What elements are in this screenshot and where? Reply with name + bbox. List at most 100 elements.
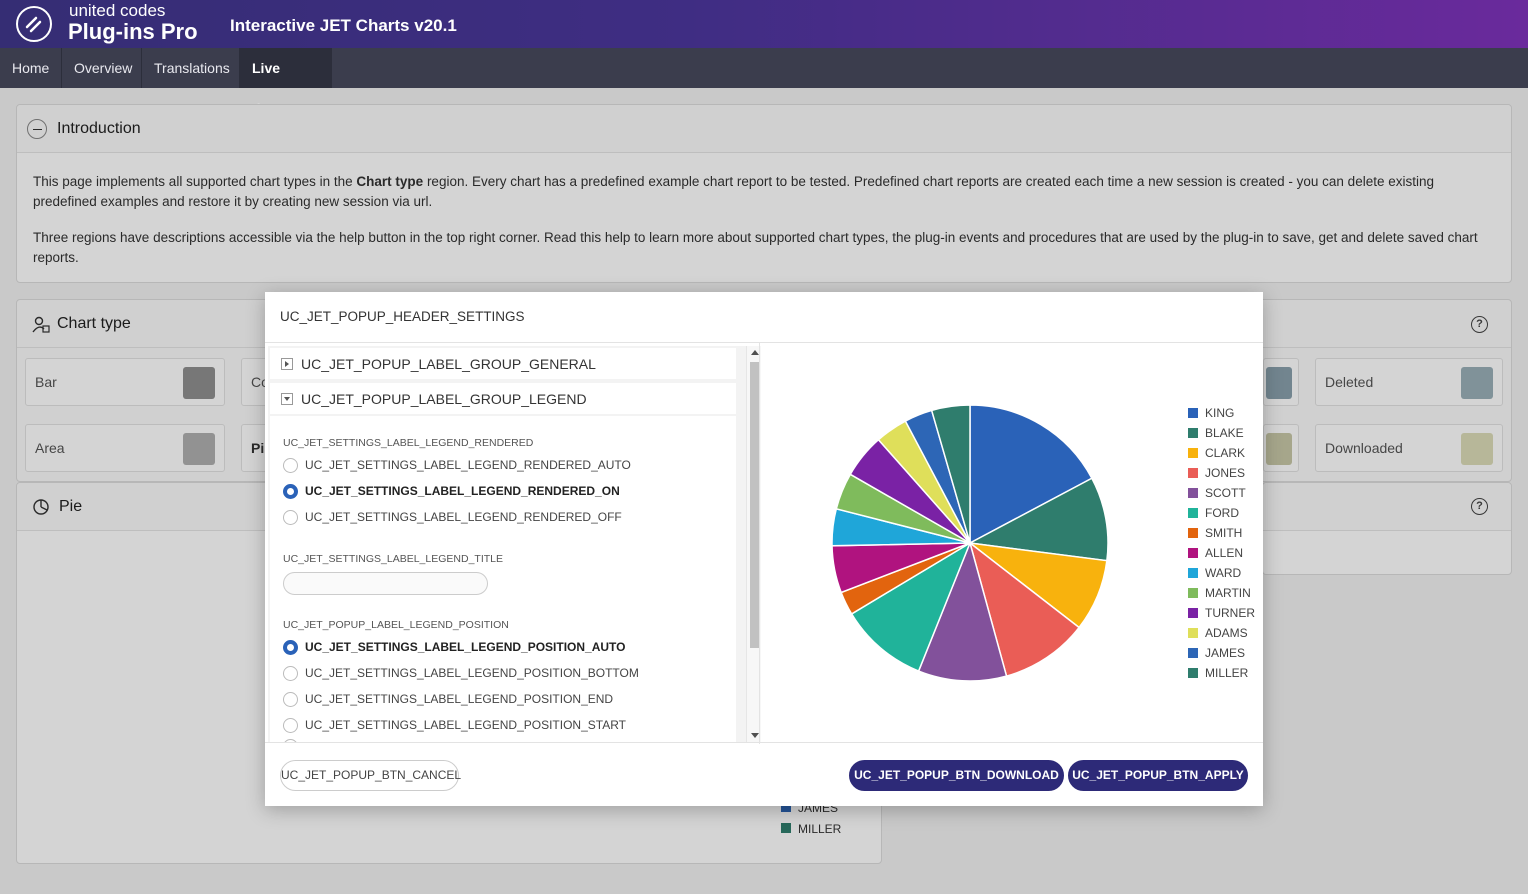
card-swap[interactable] [1263,358,1299,406]
save-icon [1266,433,1292,465]
app-title[interactable]: Interactive JET Charts v20.1 [230,16,457,35]
download-icon [1461,433,1493,465]
legend-swatch [1188,428,1198,438]
collapse-group-icon [281,393,293,405]
card-column-label: Co [251,374,269,390]
download-button[interactable]: UC_JET_POPUP_BTN_DOWNLOAD [849,760,1064,791]
radio-circle-selected[interactable] [283,640,298,655]
swap-icon [1266,367,1292,399]
radio-circle[interactable] [283,692,298,707]
chart-type-title: Chart type [57,315,131,332]
radio-circle[interactable] [283,510,298,525]
brand-big-text: Plug-ins Pro [68,19,198,44]
pie-slice-miller[interactable] [930,404,971,544]
group-legend-label: UC_JET_POPUP_LABEL_GROUP_LEGEND [301,391,587,407]
legend-position-label: UC_JET_POPUP_LABEL_LEGEND_POSITION [283,619,509,631]
intro-p1-text: This page implements all supported chart… [33,174,357,189]
pie-help-icon[interactable]: ? [1471,498,1488,515]
legend-label: KING [1205,406,1235,420]
radio-position-auto-label: UC_JET_SETTINGS_LABEL_LEGEND_POSITION_AU… [305,640,626,654]
settings-scrollbar[interactable] [746,346,761,742]
pie-slice-ford[interactable] [850,541,972,673]
trash-icon [1461,367,1493,399]
pie-slice-king[interactable] [969,404,1093,545]
nav-translations[interactable]: Translations [142,48,240,88]
bg-legend-swatch-miller [781,823,791,833]
radio-circle[interactable] [283,739,298,742]
intro-paragraph-1: This page implements all supported chart… [33,172,1493,212]
legend-label: SCOTT [1205,486,1246,500]
legend-label: TURNER [1205,606,1255,620]
user-chart-icon [32,316,50,333]
app-header: united codes Plug-ins Pro Interactive JE… [0,0,1528,48]
scroll-up-icon[interactable] [751,350,759,355]
legend-swatch [1188,628,1198,638]
legend-title-input[interactable] [283,572,488,595]
card-bar[interactable]: Bar [25,358,225,406]
collapse-icon[interactable] [27,119,47,139]
cancel-button[interactable]: UC_JET_POPUP_BTN_CANCEL [280,760,461,791]
settings-pane: UC_JET_POPUP_LABEL_GROUP_GENERAL UC_JET_… [268,346,761,742]
united-codes-logo-icon[interactable] [16,6,52,42]
legend-swatch [1188,468,1198,478]
radio-circle-selected[interactable] [283,484,298,499]
card-area[interactable]: Area [25,424,225,472]
legend-swatch [1188,568,1198,578]
card-area-label: Area [35,440,65,456]
bg-legend-swatch-james [781,802,791,812]
group-general-label: UC_JET_POPUP_LABEL_GROUP_GENERAL [301,356,596,372]
radio-circle[interactable] [283,458,298,473]
legend-swatch [1188,488,1198,498]
legend-swatch [1188,408,1198,418]
scroll-down-icon[interactable] [751,733,759,738]
dialog-body: UC_JET_POPUP_LABEL_GROUP_GENERAL UC_JET_… [265,342,1263,744]
card-downloaded[interactable]: Downloaded [1315,424,1503,472]
legend-label: BLAKE [1205,426,1244,440]
intro-paragraph-2: Three regions have descriptions accessib… [33,230,1478,265]
legend-label: CLARK [1205,446,1246,460]
radio-rendered-off-label: UC_JET_SETTINGS_LABEL_LEGEND_RENDERED_OF… [305,510,622,524]
legend-label: MILLER [1205,666,1249,680]
pie-chart[interactable] [760,343,1180,744]
legend-title-label: UC_JET_SETTINGS_LABEL_LEGEND_TITLE [283,553,503,565]
nav-overview[interactable]: Overview [62,48,142,88]
nav-home[interactable]: Home [0,48,62,88]
card-deleted[interactable]: Deleted [1315,358,1503,406]
intro-p1-text-end: region. Every chart has a predefined exa… [33,174,1434,209]
group-legend-content: UC_JET_SETTINGS_LABEL_LEGEND_RENDERED UC… [270,416,736,742]
introduction-header: Introduction [17,105,1511,153]
legend-swatch [1188,588,1198,598]
bg-legend-miller: MILLER [798,822,842,836]
chart-preview-pane: KING BLAKE CLARK JONES SCOTT FORD SMITH ALLEN WA… [759,343,1263,744]
group-general-header[interactable]: UC_JET_POPUP_LABEL_GROUP_GENERAL [270,348,736,379]
legend-label: ADAMS [1205,626,1248,640]
expand-icon [281,358,293,370]
apply-button[interactable]: UC_JET_POPUP_BTN_APPLY [1068,760,1248,791]
legend-swatch [1188,528,1198,538]
legend-label: SMITH [1205,526,1243,540]
pie-region-right-header: ? [1263,483,1511,531]
dialog-title: UC_JET_POPUP_HEADER_SETTINGS [280,309,525,324]
chart-type-help-icon[interactable]: ? [1471,316,1488,333]
pie-slice-jones[interactable] [968,541,1081,678]
intro-p1-bold: Chart type [356,174,424,189]
pie-region-title: Pie [59,498,83,515]
scrollbar-thumb[interactable] [750,362,759,648]
group-legend-header[interactable]: UC_JET_POPUP_LABEL_GROUP_LEGEND [270,383,736,414]
radio-circle[interactable] [283,666,298,681]
legend-swatch [1188,508,1198,518]
legend-label: JAMES [1205,646,1246,660]
nav-live-demo[interactable]: Live demo [240,48,332,116]
main-nav: Home Overview Translations Live demo [0,48,1528,116]
introduction-region: Introduction This page implements all su… [16,104,1512,283]
card-pie-label: Pi [251,440,265,456]
legend-swatch [1188,668,1198,678]
pie-slice-scott[interactable] [917,540,1008,682]
card-save[interactable] [1263,424,1299,472]
radio-rendered-on-label: UC_JET_SETTINGS_LABEL_LEGEND_RENDERED_ON [305,484,620,498]
introduction-title: Introduction [57,120,141,137]
legend-label: FORD [1205,506,1239,520]
brand-small-text: united codes [69,1,166,20]
pie-slice-blake[interactable] [967,477,1109,562]
radio-circle[interactable] [283,718,298,733]
